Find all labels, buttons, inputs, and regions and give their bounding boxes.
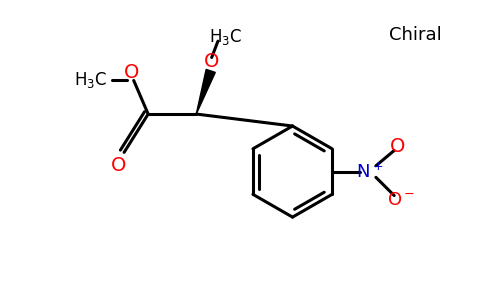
- Text: H$_3$C: H$_3$C: [209, 27, 242, 47]
- Text: Chiral: Chiral: [389, 26, 441, 44]
- Text: O: O: [391, 137, 406, 156]
- Polygon shape: [197, 69, 215, 114]
- Text: H$_3$C: H$_3$C: [74, 70, 107, 91]
- Text: O: O: [204, 52, 219, 71]
- Text: O: O: [123, 63, 139, 82]
- Text: N$^+$: N$^+$: [356, 162, 384, 181]
- Text: O: O: [111, 156, 126, 175]
- Text: O$^-$: O$^-$: [387, 191, 415, 209]
